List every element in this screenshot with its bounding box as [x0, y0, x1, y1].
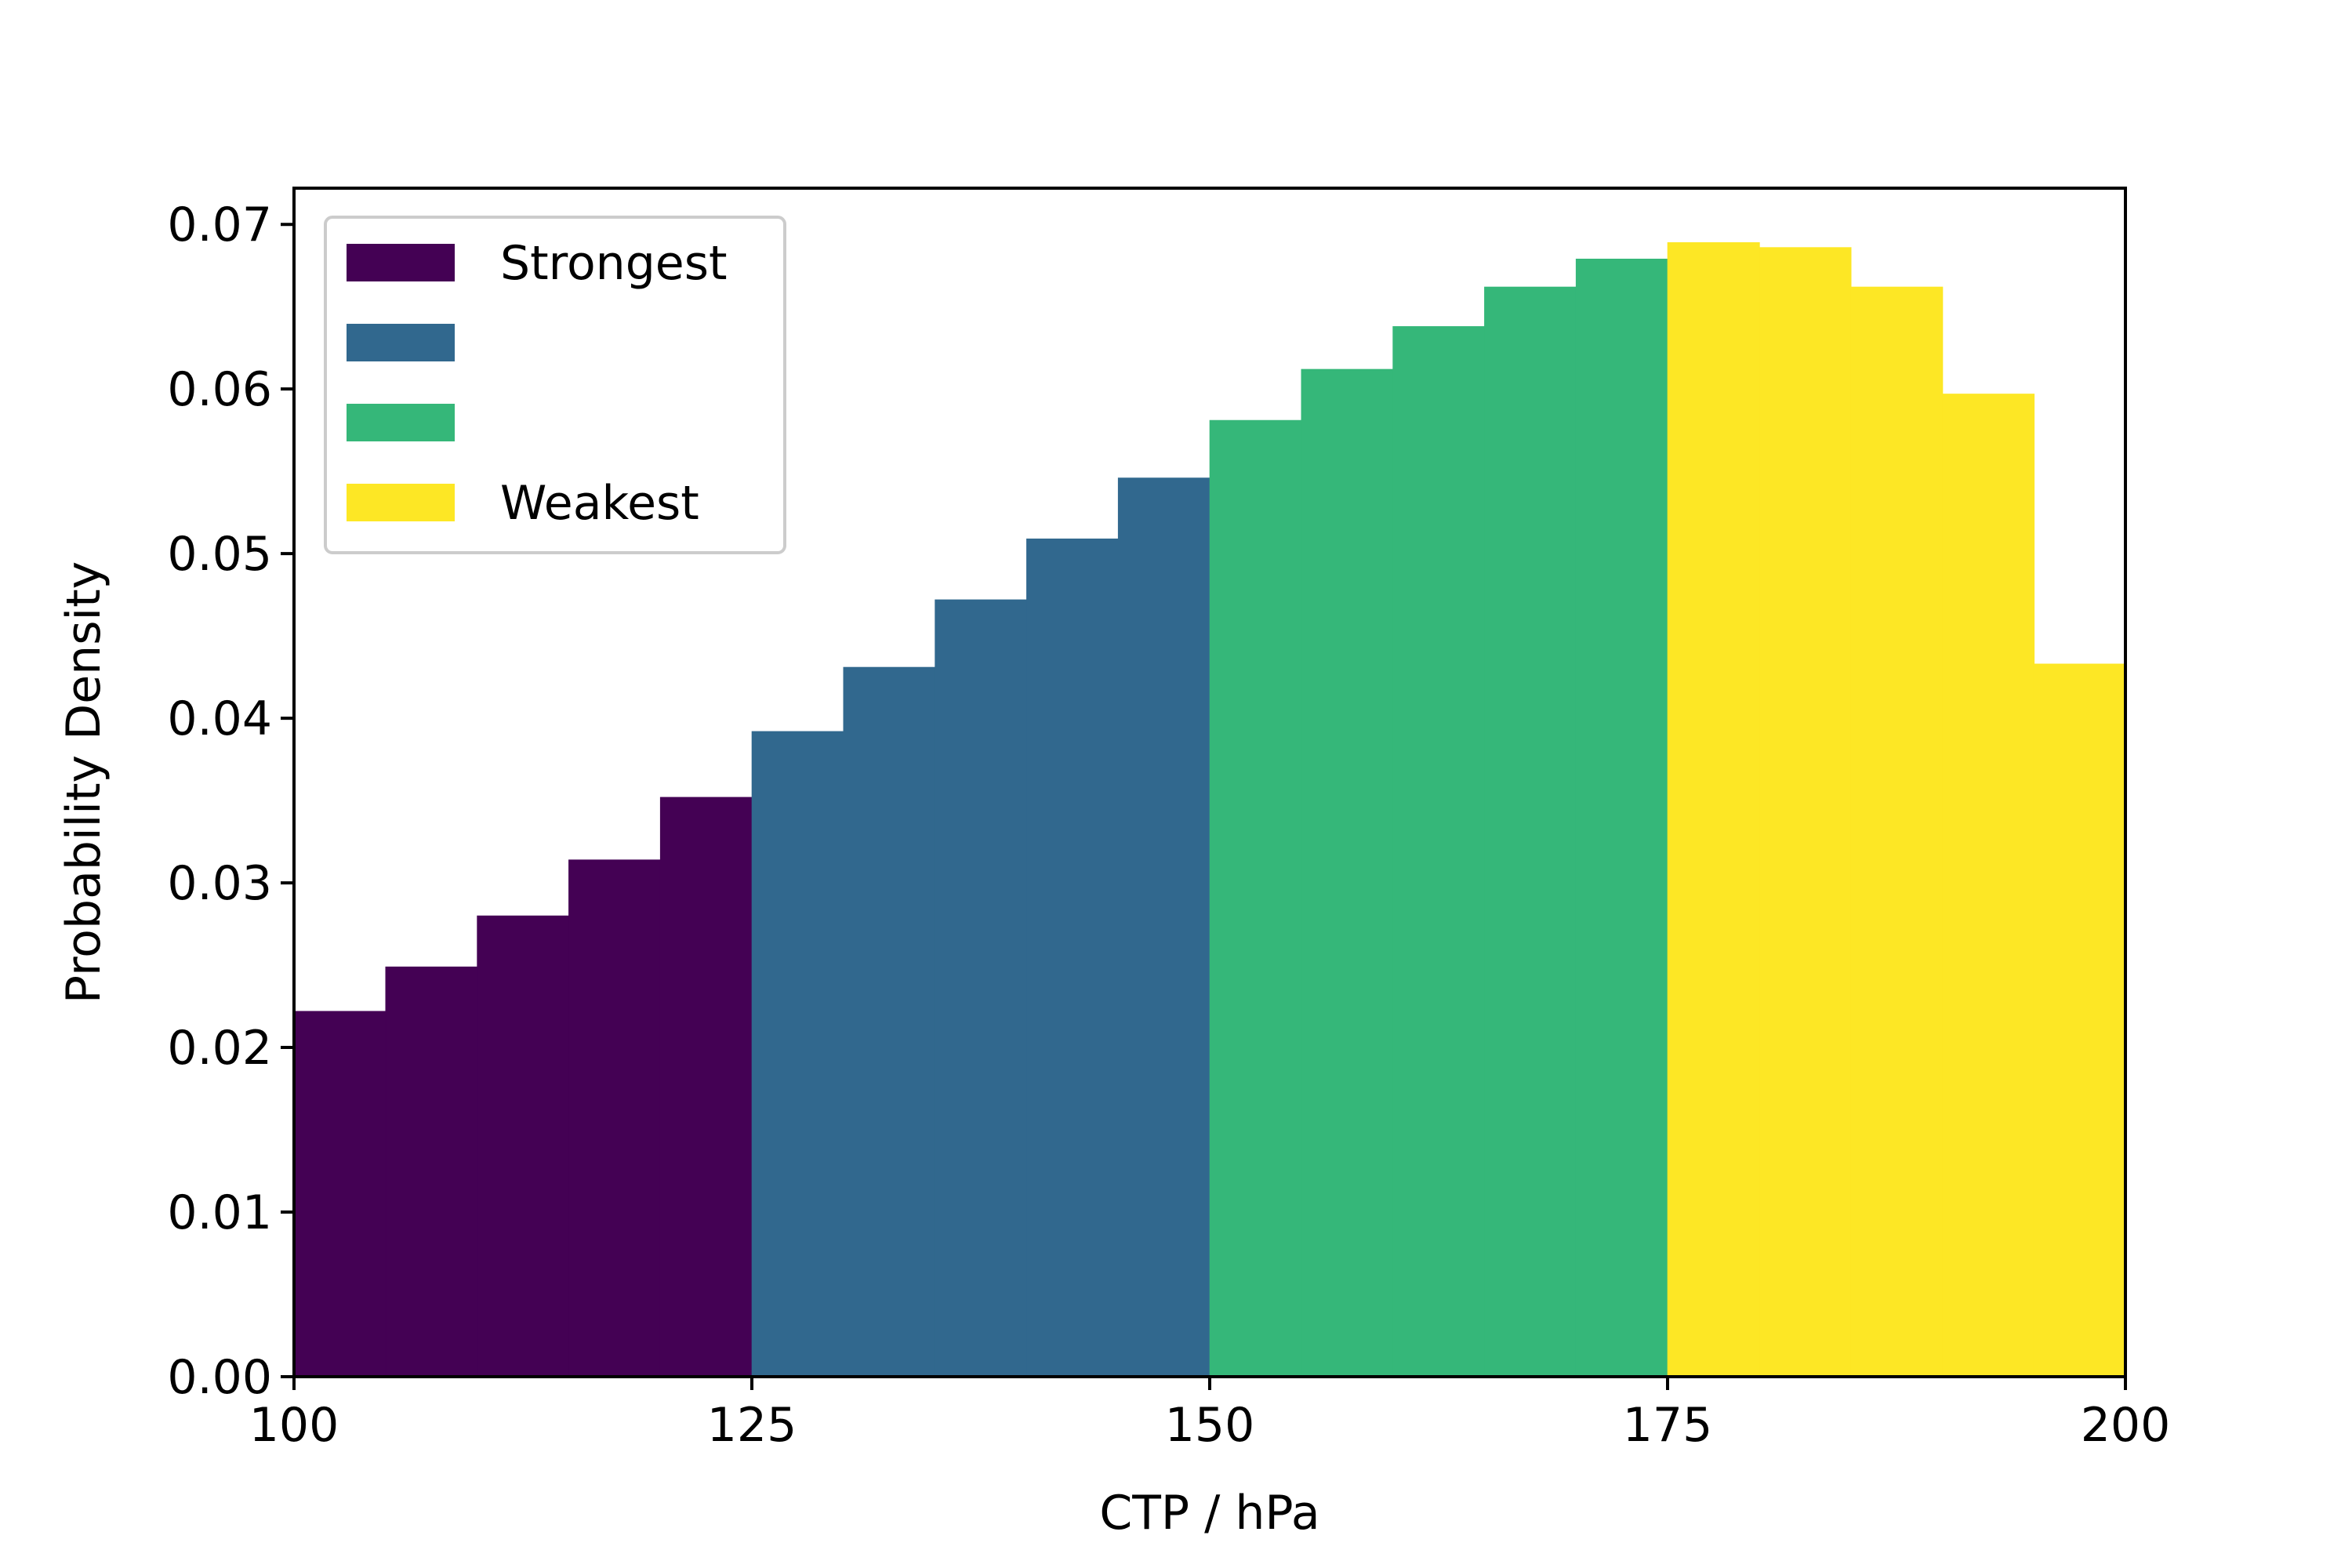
y-tick-label: 0.00	[167, 1350, 272, 1405]
y-tick-label: 0.01	[167, 1185, 272, 1240]
legend-swatch	[347, 404, 455, 441]
histogram-bar	[1484, 286, 1577, 1377]
histogram-bar	[2033, 663, 2126, 1377]
histogram-bar	[1117, 477, 1210, 1377]
y-tick-label: 0.03	[167, 856, 272, 911]
histogram-bar	[751, 731, 844, 1377]
y-tick-label: 0.07	[167, 198, 272, 252]
histogram-bar	[1942, 394, 2035, 1377]
histogram-bar	[1759, 247, 1852, 1377]
histogram-bar	[568, 859, 662, 1377]
histogram-bar	[935, 599, 1028, 1377]
histogram-bar	[1026, 538, 1120, 1377]
y-tick-label: 0.05	[167, 527, 272, 582]
legend: Strongest Weakest	[324, 216, 786, 554]
x-tick-label: 125	[707, 1398, 797, 1453]
x-tick-label: 175	[1623, 1398, 1713, 1453]
histogram-bar	[1209, 419, 1302, 1377]
y-tick-label: 0.06	[167, 362, 272, 417]
y-axis: 0.00 0.01 0.02 0.03 0.04 0.05 0.06 0.07	[167, 198, 294, 1405]
histogram-bar	[1667, 241, 1760, 1377]
legend-label: Weakest	[500, 476, 699, 531]
histogram-bar	[293, 1011, 387, 1377]
x-tick-label: 200	[2081, 1398, 2171, 1453]
histogram-bar	[385, 966, 478, 1377]
histogram-bar	[1392, 326, 1486, 1377]
legend-swatch	[347, 484, 455, 521]
legend-box	[324, 216, 786, 554]
histogram-bar	[1575, 258, 1668, 1377]
histogram-bars	[293, 241, 2126, 1377]
x-axis: 100 125 150 175 200	[249, 1377, 2171, 1453]
histogram-bar	[477, 915, 570, 1377]
histogram-bar	[1301, 368, 1394, 1377]
y-tick-label: 0.02	[167, 1021, 272, 1076]
histogram-bar	[1850, 286, 1944, 1377]
x-tick-label: 150	[1165, 1398, 1255, 1453]
y-axis-label: Probability Density	[56, 561, 111, 1004]
histogram-bar	[843, 666, 936, 1377]
x-axis-label: CTP / hPa	[1099, 1486, 1319, 1541]
y-tick-label: 0.04	[167, 691, 272, 746]
histogram-bar	[659, 797, 753, 1377]
legend-label: Strongest	[500, 236, 727, 291]
legend-swatch	[347, 324, 455, 361]
x-tick-label: 100	[249, 1398, 339, 1453]
legend-swatch	[347, 244, 455, 281]
